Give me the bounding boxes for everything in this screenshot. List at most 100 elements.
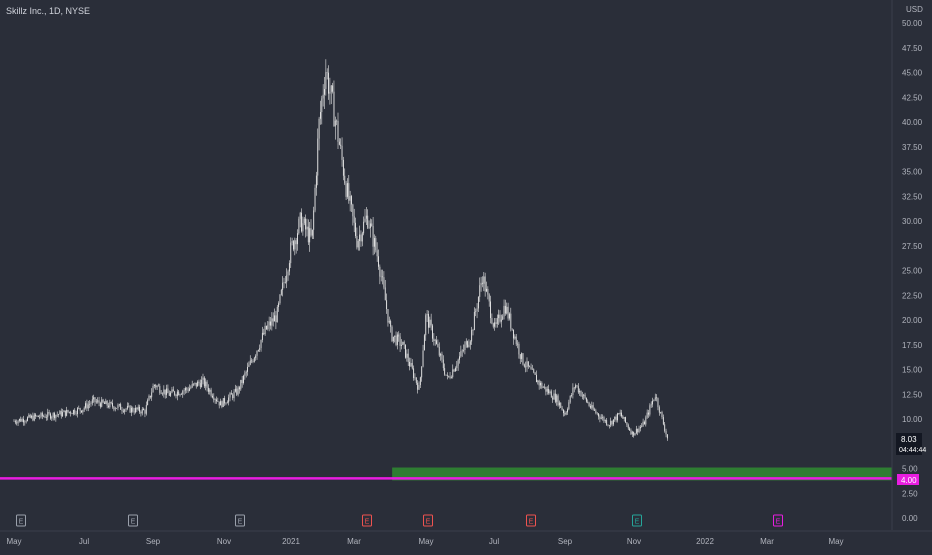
candle-body [615,416,617,421]
candle-body [36,415,38,417]
candle-body [445,374,447,376]
last-price-tag: 8.03 04:44:44 [896,433,926,455]
candle-body [423,335,425,351]
earnings-marker[interactable]: E [128,514,138,527]
price-tick-label: 25.00 [902,267,923,276]
candle-body [322,94,324,99]
earnings-marker[interactable]: E [235,514,245,527]
candle-body [255,355,257,358]
candle-body [391,326,393,342]
candle-body [488,294,490,302]
candle-body [499,314,501,322]
price-axis[interactable]: 50.00 47.50 45.00 42.50 40.00 37.50 35.00 32.50… [902,19,923,523]
level-tag-background [897,474,919,485]
earnings-marker[interactable]: E [632,514,642,527]
candle-body [399,336,401,346]
candle-body [309,228,311,243]
candle-body [248,364,250,367]
price-tick-label: 50.00 [902,19,923,28]
candle-body [191,383,193,388]
candle-body [129,405,131,413]
candle-body [210,389,212,396]
candle-body [468,344,470,347]
price-tick-label: 37.50 [902,143,923,152]
candle-body [155,384,157,388]
candle-body [553,393,555,400]
candle-body [158,385,159,387]
candle-body [599,416,601,419]
candle-body [264,325,266,335]
candle-body [348,183,350,201]
candle-body [436,340,437,345]
time-tick-label: 2021 [282,537,300,546]
candle-body [132,407,134,412]
candle-body [656,397,658,399]
candle-body [527,361,529,367]
candle-body [345,183,347,197]
candle-body [378,256,379,267]
candle-body [193,383,194,385]
candle-body [245,371,247,374]
candle-body [201,379,203,388]
candle-body [542,387,544,388]
candle-body [145,405,147,414]
candle-body [338,141,340,145]
candle-body [627,424,629,429]
candle-body [220,401,221,406]
candle-body [110,402,112,403]
candle-body [380,276,382,278]
candle-body [153,384,155,387]
candle-body [623,417,625,419]
candle-body [386,300,388,310]
candle-body [602,417,604,418]
earnings-marker[interactable]: E [423,514,433,527]
candle-body [151,392,153,398]
candle-body [349,196,351,201]
candle-body [164,389,166,395]
earnings-marker[interactable]: E [362,514,372,527]
earnings-marker-label: E [776,519,781,526]
candle-body [32,415,34,421]
candle-body [216,399,217,402]
candle-body [587,401,589,403]
candle-body [507,306,509,319]
time-axis[interactable]: May Jul Sep Nov 2021 Mar May Jul Sep Nov 2022 Mar Ma… [6,537,843,546]
candle-body [629,428,631,431]
candle-body [411,362,413,369]
candle-body [68,411,70,413]
candle-body [626,422,628,425]
candle-body [194,382,196,384]
earnings-marker[interactable]: E [773,514,783,527]
earnings-marker-label: E [238,519,243,526]
candle-body [509,313,510,319]
candle-body [661,411,663,418]
candle-body [203,377,205,387]
candle-body [356,236,358,248]
price-tick-label: 20.00 [902,316,923,325]
candle-body [584,394,586,398]
candle-body [299,212,301,219]
price-tick-label: 42.50 [902,93,923,102]
candle-body [311,229,313,236]
candle-body [369,223,371,228]
candle-body [438,346,440,356]
candle-body [307,226,309,243]
candle-body [302,223,304,232]
candle-body [585,397,587,402]
candle-body [482,282,483,284]
earnings-marker[interactable]: E [526,514,536,527]
candle-body [519,354,521,359]
earnings-marker[interactable]: E [16,514,26,527]
candle-body [341,145,343,160]
candle-body [433,338,435,341]
candle-body [272,318,274,322]
candle-body [190,387,192,389]
candle-body [256,350,258,356]
candle-body [310,228,312,236]
candle-body [230,393,232,395]
candle-body [180,394,182,395]
candle-body [530,366,532,370]
